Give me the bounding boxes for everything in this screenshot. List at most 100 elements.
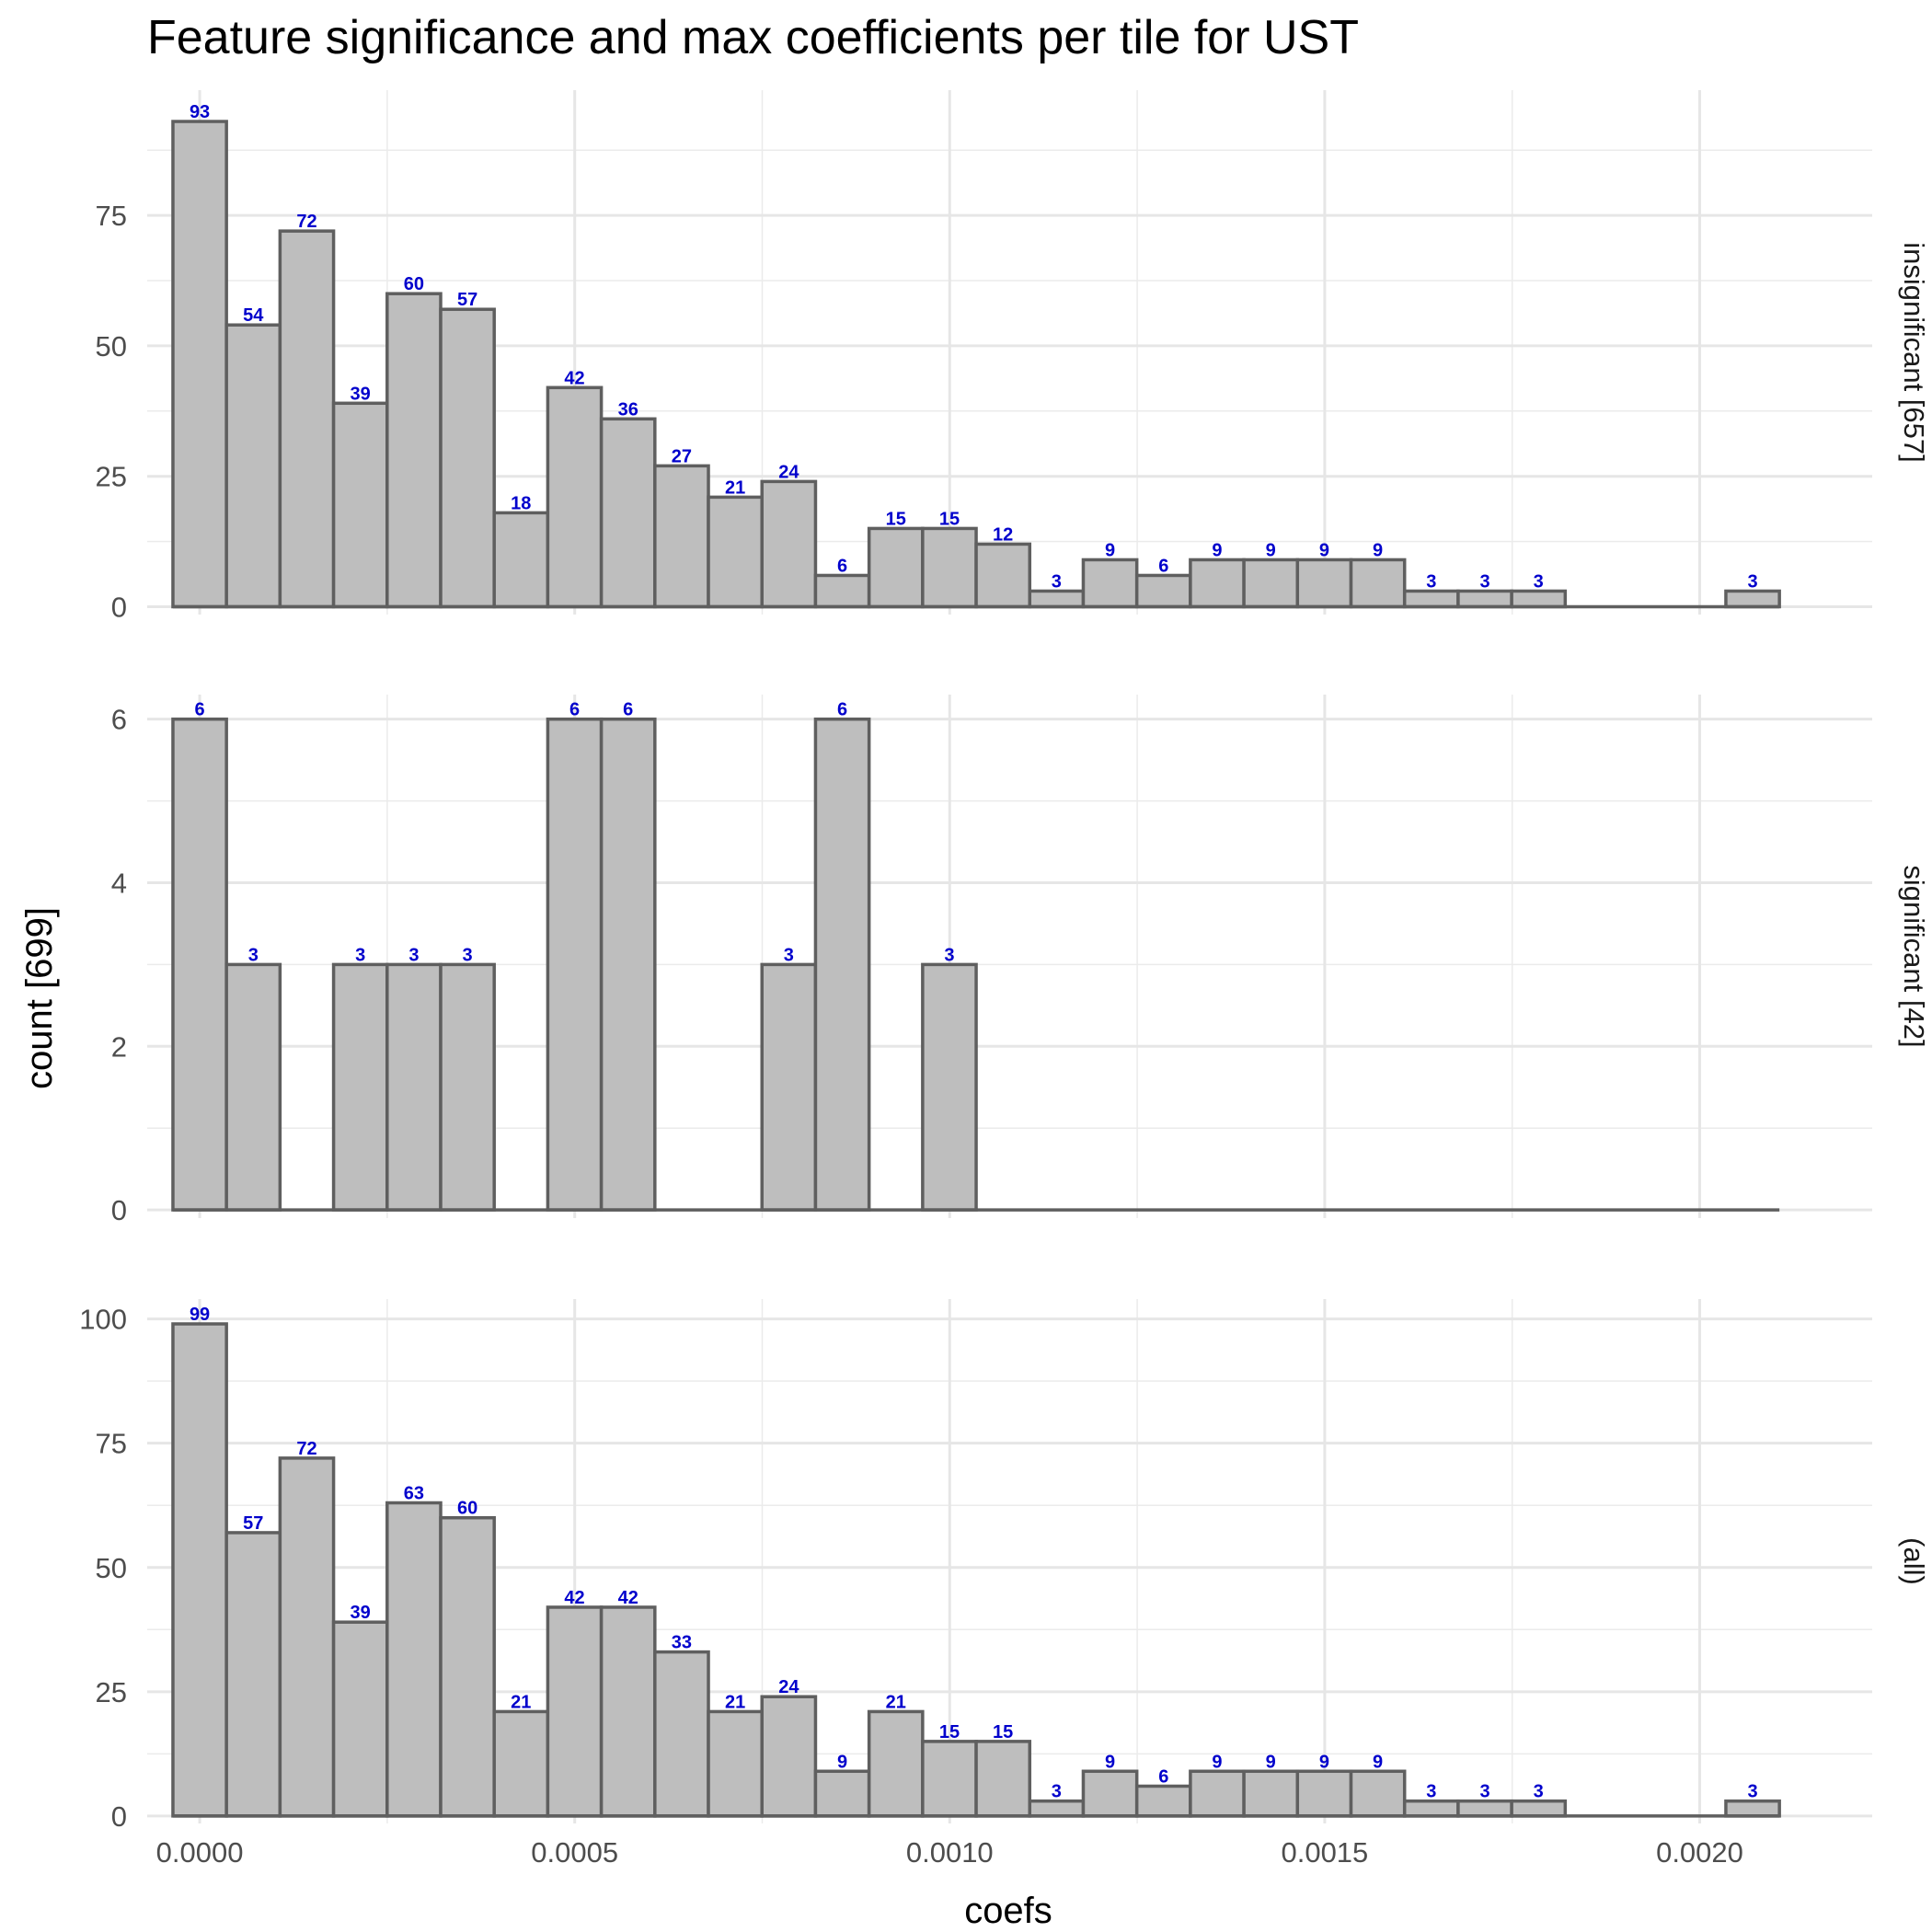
bar-value-label: 3 <box>1747 571 1757 592</box>
x-tick-label: 0.0020 <box>1656 1836 1743 1869</box>
y-tick-label: 75 <box>96 1428 127 1460</box>
bar-value-label: 3 <box>355 945 365 965</box>
bar-value-label: 21 <box>725 1692 745 1712</box>
bar-value-label: 9 <box>1319 1752 1329 1772</box>
bar-value-label: 3 <box>1534 1782 1544 1802</box>
histogram-bar <box>1295 558 1353 609</box>
x-tick-label: 0.0010 <box>906 1836 994 1869</box>
histogram-bar <box>331 401 389 609</box>
histogram-bar <box>1189 1769 1246 1818</box>
histogram-bar <box>1349 558 1407 609</box>
bar-value-label: 9 <box>837 1752 847 1772</box>
bar-value-label: 24 <box>778 462 799 482</box>
histogram-bar <box>1242 558 1300 609</box>
histogram-bar <box>707 1709 764 1818</box>
bar-value-label: 42 <box>618 1588 638 1608</box>
histogram-bar <box>385 292 443 609</box>
bar-value-label: 6 <box>1158 556 1168 576</box>
x-tick-label: 0.0015 <box>1281 1836 1368 1869</box>
bar-value-label: 42 <box>564 368 584 388</box>
histogram-bar <box>331 1620 389 1818</box>
histogram-bar <box>385 962 443 1212</box>
histogram-bar <box>599 1605 657 1818</box>
bar-value-label: 9 <box>1105 540 1115 560</box>
histogram-bar <box>171 120 228 609</box>
bar-value-label: 54 <box>243 305 264 326</box>
bar-value-label: 42 <box>564 1588 584 1608</box>
facet-panel: 0 2 4 6 6 3 3 3 3 6 6 3 6 3 significant [42] <box>111 695 1930 1226</box>
histogram-bar <box>921 962 978 1212</box>
bar-value-label: 9 <box>1319 540 1329 560</box>
histogram-bar <box>599 717 657 1212</box>
histogram-bar <box>813 717 871 1212</box>
bar-value-label: 6 <box>623 700 633 720</box>
bar-value-label: 6 <box>1158 1766 1168 1787</box>
histogram-bar <box>1456 1799 1513 1818</box>
histogram-bar <box>867 526 925 609</box>
histogram-bar <box>707 495 764 609</box>
histogram-bar <box>224 323 282 609</box>
bar-value-label: 99 <box>190 1305 210 1325</box>
histogram-bar <box>1724 589 1781 609</box>
histogram-bar <box>1081 1769 1139 1818</box>
histogram-bar <box>278 1456 336 1818</box>
y-tick-label: 2 <box>111 1030 127 1063</box>
histogram-bar <box>1028 1799 1086 1818</box>
y-tick-label: 50 <box>96 330 127 362</box>
bar-value-label: 15 <box>939 1722 960 1742</box>
histogram-bar <box>492 1709 550 1818</box>
bar-value-label: 6 <box>837 556 847 576</box>
bar-value-label: 39 <box>351 1603 371 1623</box>
histogram-bar <box>974 542 1032 609</box>
bar-value-label: 21 <box>725 477 745 498</box>
bar-value-label: 39 <box>351 384 371 404</box>
facet-strip-label: insignificant [657] <box>1898 242 1930 463</box>
y-tick-label: 75 <box>96 200 127 232</box>
histogram-bar <box>1510 1799 1568 1818</box>
bar-value-label: 6 <box>569 700 580 720</box>
facet-strip-label: significant [42] <box>1898 865 1930 1047</box>
histogram-bar <box>1028 589 1086 609</box>
x-axis-title: coefs <box>964 1891 1052 1931</box>
bar-value-label: 3 <box>784 945 794 965</box>
y-tick-label: 25 <box>96 461 127 493</box>
histogram-bar <box>760 962 818 1212</box>
bar-value-label: 9 <box>1212 540 1222 560</box>
y-tick-label: 4 <box>111 867 127 899</box>
bar-value-label: 3 <box>1479 571 1489 592</box>
histogram-bar <box>439 1515 496 1818</box>
histogram-bar <box>1242 1769 1300 1818</box>
histogram-bar <box>1724 1799 1781 1818</box>
bar-value-label: 3 <box>1052 571 1062 592</box>
bar-value-label: 9 <box>1212 1752 1222 1772</box>
histogram-bar <box>974 1740 1032 1818</box>
bar-value-label: 15 <box>886 509 906 529</box>
histogram-bar <box>546 1605 604 1818</box>
bar-value-label: 93 <box>190 102 210 122</box>
bar-value-label: 57 <box>243 1513 263 1534</box>
histogram-bar <box>224 962 282 1212</box>
y-tick-label: 0 <box>111 1194 127 1226</box>
bar-value-label: 72 <box>296 212 316 232</box>
histogram-bar <box>1134 573 1192 609</box>
bar-value-label: 12 <box>993 524 1013 545</box>
histogram-bar <box>653 464 710 609</box>
y-tick-label: 6 <box>111 704 127 736</box>
bar-value-label: 3 <box>1747 1782 1757 1802</box>
y-tick-label: 0 <box>111 591 127 623</box>
histogram-bar <box>278 229 336 609</box>
histogram-bar <box>224 1531 282 1818</box>
histogram-bar <box>171 717 228 1212</box>
histogram-bar <box>599 417 657 609</box>
bar-value-label: 21 <box>886 1692 906 1712</box>
histogram-bar <box>1295 1769 1353 1818</box>
bar-value-label: 3 <box>248 945 259 965</box>
histogram-bar <box>867 1709 925 1818</box>
y-axis-title: count [699] <box>19 907 60 1089</box>
histogram-bar <box>1402 589 1460 609</box>
bar-value-label: 3 <box>1534 571 1544 592</box>
bar-value-label: 21 <box>511 1692 531 1712</box>
